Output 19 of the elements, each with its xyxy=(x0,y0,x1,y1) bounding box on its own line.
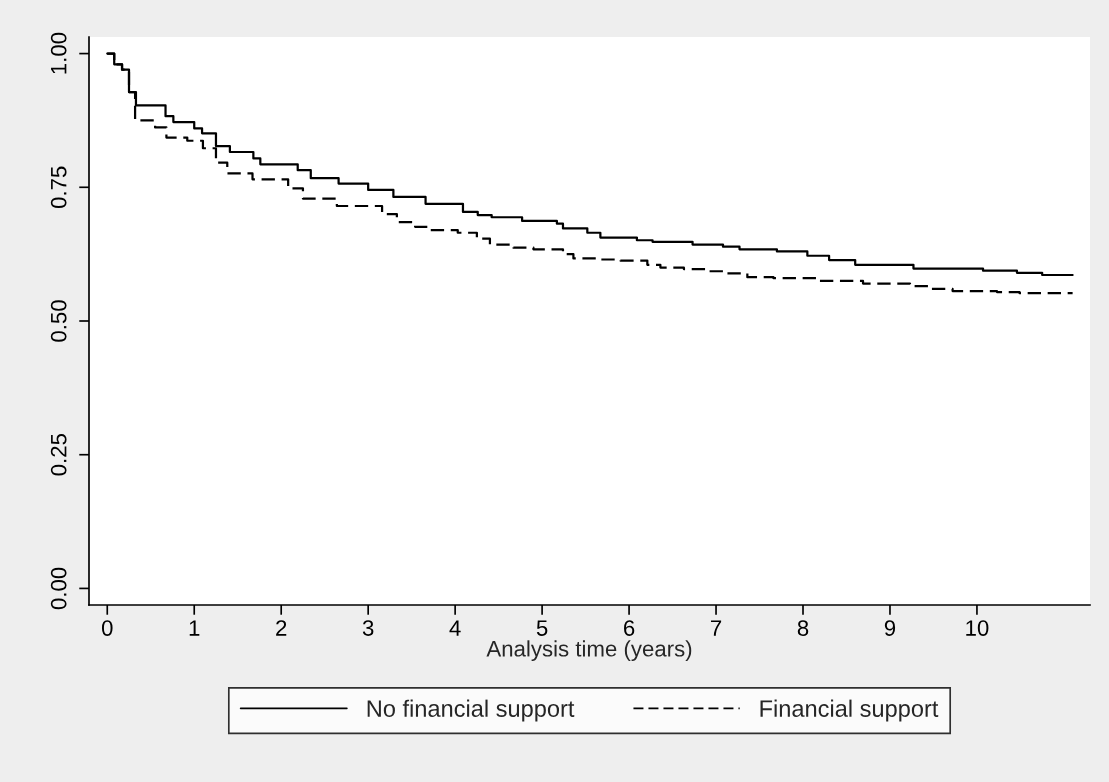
legend-label: No financial support xyxy=(367,699,575,722)
y-tick-label: 0.00 xyxy=(50,567,67,610)
y-tick-label: 0.75 xyxy=(50,166,67,209)
x-tick-label: 3 xyxy=(362,620,374,636)
x-axis-title: Analysis time (years) xyxy=(486,640,692,662)
y-tick-label: 1.00 xyxy=(50,32,67,74)
legend-label: Financial support xyxy=(760,699,939,722)
x-tick-label: 7 xyxy=(711,620,722,636)
x-tick-label: 4 xyxy=(449,620,461,636)
x-tick-label: 9 xyxy=(884,620,896,636)
y-tick-label: 0.50 xyxy=(50,300,67,342)
x-tick-label: 0 xyxy=(101,620,113,636)
x-tick-label: 5 xyxy=(536,620,548,636)
x-tick-label: 2 xyxy=(276,620,287,636)
y-tick-label: 0.25 xyxy=(50,434,67,476)
x-tick-label: 1 xyxy=(189,620,200,636)
x-tick-label: 10 xyxy=(966,620,989,636)
x-tick-label: 6 xyxy=(624,620,635,636)
x-tick-label: 8 xyxy=(797,620,809,636)
